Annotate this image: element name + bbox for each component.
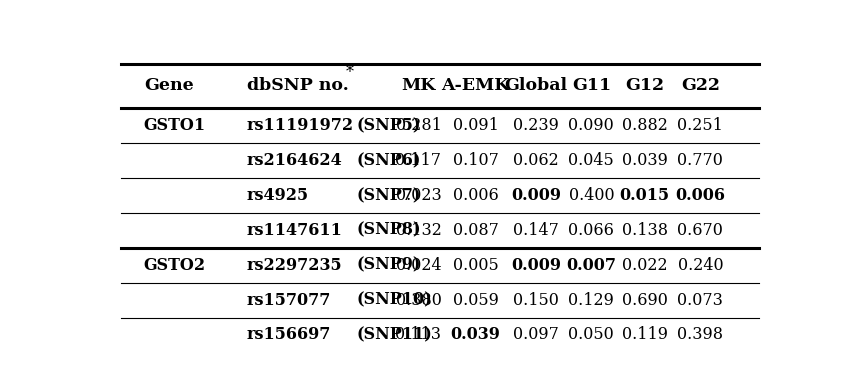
- Text: rs156697: rs156697: [247, 326, 331, 343]
- Text: Global: Global: [505, 78, 568, 94]
- Text: rs157077: rs157077: [247, 291, 331, 309]
- Text: 0.097: 0.097: [513, 326, 559, 343]
- Text: 0.239: 0.239: [513, 117, 559, 134]
- Text: 0.015: 0.015: [619, 187, 669, 204]
- Text: *: *: [345, 64, 353, 81]
- Text: 0.006: 0.006: [675, 187, 725, 204]
- Text: 0.150: 0.150: [513, 291, 559, 309]
- Text: 0.087: 0.087: [453, 222, 498, 239]
- Text: 0.062: 0.062: [513, 152, 559, 169]
- Text: 0.398: 0.398: [677, 326, 723, 343]
- Text: MK: MK: [402, 78, 436, 94]
- Text: (SNP6): (SNP6): [357, 152, 421, 169]
- Text: 0.770: 0.770: [678, 152, 723, 169]
- Text: rs2297235: rs2297235: [247, 257, 342, 274]
- Text: 0.240: 0.240: [678, 257, 723, 274]
- Text: 0.690: 0.690: [621, 291, 668, 309]
- Text: 0.045: 0.045: [569, 152, 614, 169]
- Text: 0.138: 0.138: [621, 222, 668, 239]
- Text: 0.005: 0.005: [453, 257, 498, 274]
- Text: 0.882: 0.882: [621, 117, 668, 134]
- Text: (SNP7): (SNP7): [357, 187, 421, 204]
- Text: 0.090: 0.090: [569, 117, 614, 134]
- Text: 0.670: 0.670: [678, 222, 723, 239]
- Text: G12: G12: [625, 78, 664, 94]
- Text: 0.059: 0.059: [453, 291, 498, 309]
- Text: GSTO1: GSTO1: [144, 117, 206, 134]
- Text: 0.400: 0.400: [569, 187, 614, 204]
- Text: (SNP11): (SNP11): [357, 326, 432, 343]
- Text: 0.009: 0.009: [511, 257, 561, 274]
- Text: GSTO2: GSTO2: [144, 257, 206, 274]
- Text: 0.006: 0.006: [453, 187, 498, 204]
- Text: (SNP5): (SNP5): [357, 117, 421, 134]
- Text: (SNP8): (SNP8): [357, 222, 421, 239]
- Text: rs4925: rs4925: [247, 187, 309, 204]
- Text: 0.380: 0.380: [396, 291, 441, 309]
- Text: 0.039: 0.039: [621, 152, 668, 169]
- Text: 0.007: 0.007: [566, 257, 616, 274]
- Text: rs11191972: rs11191972: [247, 117, 354, 134]
- Text: (SNP9): (SNP9): [357, 257, 421, 274]
- Text: 0.147: 0.147: [513, 222, 559, 239]
- Text: 0.009: 0.009: [511, 187, 561, 204]
- Text: rs2164624: rs2164624: [247, 152, 342, 169]
- Text: 0.091: 0.091: [453, 117, 498, 134]
- Text: 0.119: 0.119: [621, 326, 668, 343]
- Text: 0.117: 0.117: [396, 152, 442, 169]
- Text: 0.132: 0.132: [396, 222, 441, 239]
- Text: 0.113: 0.113: [396, 326, 442, 343]
- Text: Gene: Gene: [144, 78, 194, 94]
- Text: 0.251: 0.251: [678, 117, 723, 134]
- Text: 0.039: 0.039: [450, 326, 500, 343]
- Text: 0.050: 0.050: [569, 326, 614, 343]
- Text: 0.129: 0.129: [568, 291, 614, 309]
- Text: G11: G11: [571, 78, 611, 94]
- Text: 0.073: 0.073: [678, 291, 723, 309]
- Text: 0.281: 0.281: [396, 117, 441, 134]
- Text: rs1147611: rs1147611: [247, 222, 342, 239]
- Text: (SNP10): (SNP10): [357, 291, 432, 309]
- Text: G22: G22: [681, 78, 720, 94]
- Text: 0.066: 0.066: [568, 222, 614, 239]
- Text: 0.022: 0.022: [622, 257, 668, 274]
- Text: 0.107: 0.107: [453, 152, 498, 169]
- Text: dbSNP no.: dbSNP no.: [247, 78, 348, 94]
- Text: 0.023: 0.023: [396, 187, 441, 204]
- Text: A-EMK: A-EMK: [442, 78, 510, 94]
- Text: 0.024: 0.024: [396, 257, 441, 274]
